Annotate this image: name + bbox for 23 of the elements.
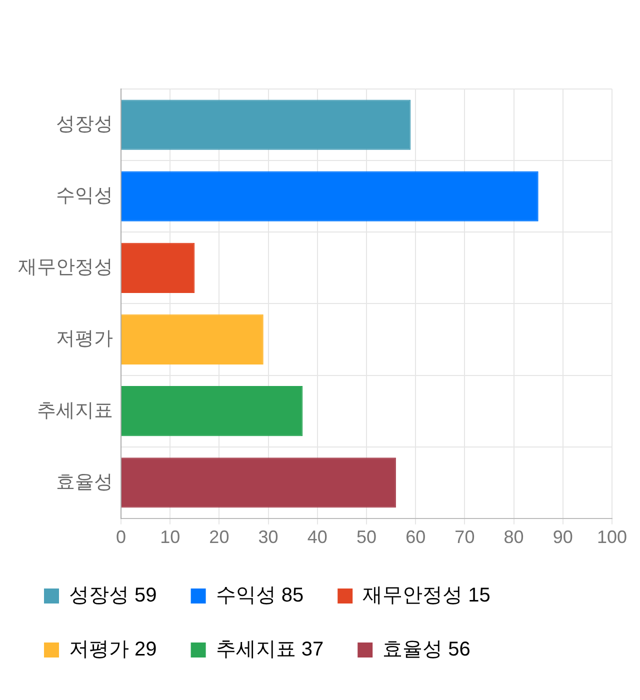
x-tick-label: 10 <box>160 527 180 548</box>
x-tick-label: 60 <box>406 527 426 548</box>
y-tick-label: 저평가 <box>56 328 113 350</box>
legend-label: 성장성 59 <box>69 584 157 607</box>
y-tick-label: 성장성 <box>56 114 113 136</box>
x-tick-label: 50 <box>356 527 377 548</box>
x-tick-label: 90 <box>552 527 573 548</box>
legend-label: 추세지표 37 <box>216 638 324 661</box>
x-tick-label: 100 <box>596 527 628 548</box>
x-tick-label: 80 <box>504 527 524 548</box>
y-tick-label: 수익성 <box>56 186 113 207</box>
x-tick-label: 20 <box>209 527 230 548</box>
y-tick-label: 추세지표 <box>37 400 113 422</box>
legend-label: 재무안정성 15 <box>362 584 490 607</box>
x-tick-label: 30 <box>258 527 278 548</box>
legend-label: 수익성 85 <box>216 584 304 607</box>
y-tick-label: 재무안정성 <box>18 257 113 278</box>
x-tick-label: 0 <box>116 527 126 548</box>
legend-label: 효율성 56 <box>382 638 470 661</box>
y-tick-label: 효율성 <box>56 472 113 493</box>
x-tick-label: 70 <box>454 527 475 548</box>
legend-label: 저평가 29 <box>69 638 157 661</box>
x-tick-label: 40 <box>307 527 328 548</box>
